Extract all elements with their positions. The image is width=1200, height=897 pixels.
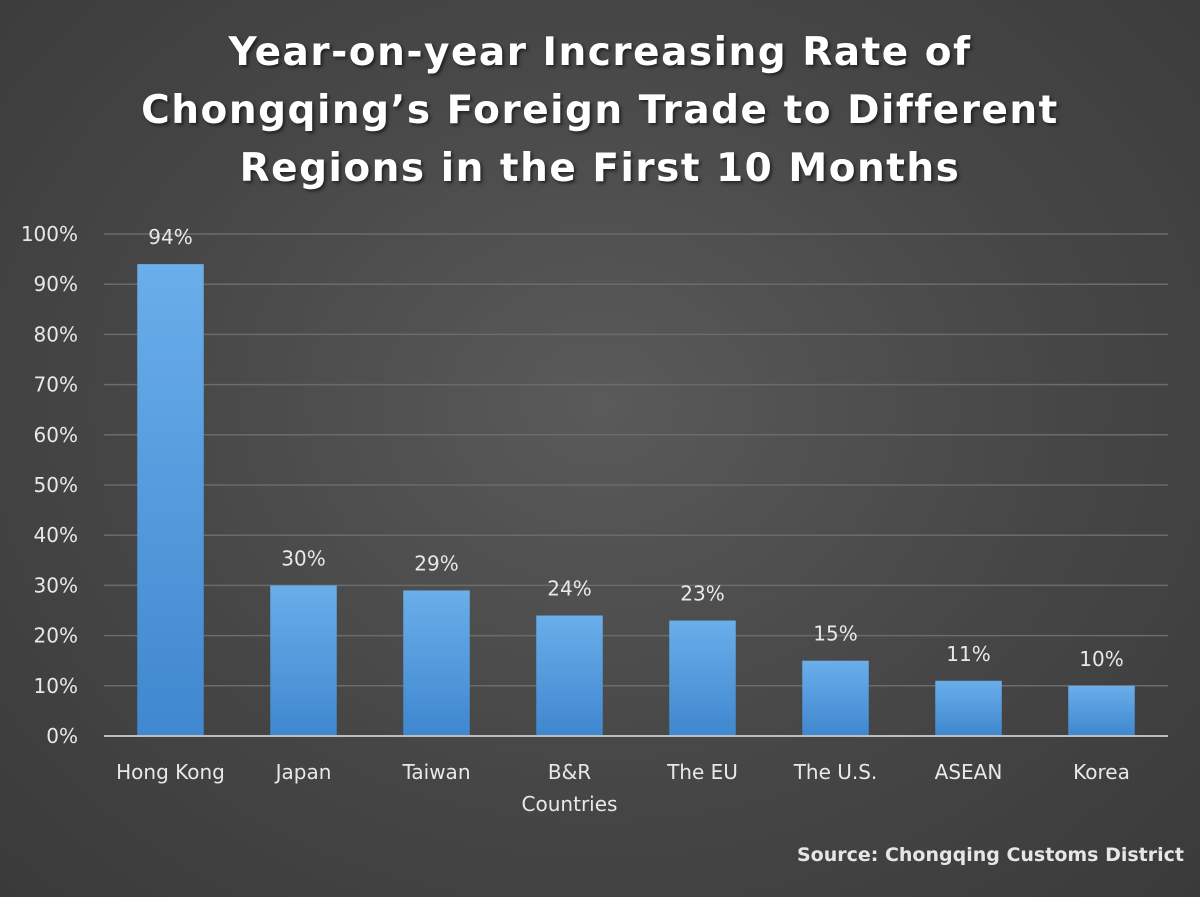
bar	[536, 615, 603, 736]
data-label: 30%	[281, 546, 325, 570]
chart-title-line-2: Chongqing’s Foreign Trade to Different	[141, 88, 1059, 133]
x-tick-label: Hong Kong	[116, 760, 225, 784]
x-tick-label: The EU	[666, 760, 738, 784]
data-label: 11%	[946, 642, 990, 666]
chart-title: Year-on-year Increasing Rate of Chongqin…	[0, 24, 1200, 198]
y-tick-label: 80%	[34, 322, 78, 346]
y-tick-label: 70%	[34, 373, 78, 397]
bar	[403, 590, 470, 736]
y-axis-tick-labels: 0% 10% 20% 30% 40% 50% 60% 70% 80% 90% 100%	[21, 222, 78, 748]
bar	[1068, 685, 1135, 736]
source-note: Source: Chongqing Customs District	[796, 844, 1184, 866]
data-label: 10%	[1079, 647, 1123, 671]
bar	[802, 660, 869, 736]
chart-title-line-3: Regions in the First 10 Months	[239, 146, 961, 191]
y-tick-label: 40%	[34, 523, 78, 547]
x-axis-tick-labels: Hong Kong Japan Taiwan B&R Countries The EU Th…	[116, 760, 1130, 816]
bar	[935, 680, 1002, 736]
bars	[137, 264, 1135, 736]
x-tick-label: B&R Countries	[522, 760, 618, 816]
y-tick-label: 60%	[34, 423, 78, 447]
data-label: 23%	[680, 582, 724, 606]
y-tick-label: 0%	[46, 724, 78, 748]
chart-title-line-1: Year-on-year Increasing Rate of	[228, 30, 972, 75]
y-tick-label: 50%	[34, 473, 78, 497]
x-tick-label: ASEAN	[935, 760, 1003, 784]
x-tick-label: The U.S.	[793, 760, 878, 784]
bar	[270, 585, 337, 736]
gridlines	[104, 233, 1168, 687]
data-labels: 94% 30% 29% 24% 23% 15% 11% 10%	[148, 225, 1123, 671]
y-tick-label: 10%	[34, 674, 78, 698]
x-tick-label: Korea	[1073, 760, 1130, 784]
data-label: 94%	[148, 225, 192, 249]
data-label: 29%	[414, 551, 458, 575]
y-tick-label: 100%	[21, 222, 78, 246]
y-tick-label: 30%	[34, 573, 78, 597]
data-label: 24%	[547, 577, 591, 601]
y-tick-label: 90%	[34, 272, 78, 296]
x-tick-label: Taiwan	[401, 760, 470, 784]
data-label: 15%	[813, 622, 857, 646]
bar	[137, 264, 204, 736]
x-tick-label: Japan	[274, 760, 332, 784]
bar	[669, 620, 736, 736]
y-tick-label: 20%	[34, 624, 78, 648]
